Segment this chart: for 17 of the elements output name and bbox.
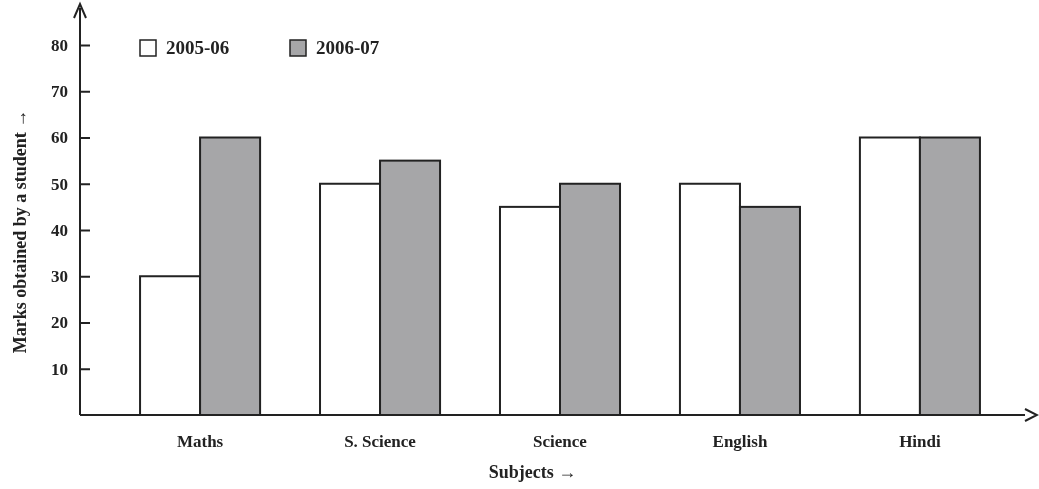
y-tick-label: 70	[51, 82, 68, 102]
y-tick-label: 20	[51, 313, 68, 333]
x-axis-title: Subjects →	[488, 462, 577, 482]
x-tick-label: Science	[533, 432, 588, 452]
legend-label: 2006-07	[316, 37, 380, 58]
y-axis-title: Marks obtained by a student →	[10, 109, 30, 354]
y-tick-label: 30	[51, 267, 68, 287]
y-tick-label: 10	[51, 359, 68, 379]
y-tick-label: 60	[51, 128, 68, 148]
y-tick-label: 50	[51, 174, 68, 194]
x-tick-label: Hindi	[899, 432, 941, 452]
x-tick-label: Maths	[176, 432, 224, 452]
x-tick-label: S. Science	[344, 432, 417, 452]
y-tick-label: 80	[51, 35, 68, 55]
legend-label: 2005-06	[166, 37, 230, 58]
y-tick-label: 40	[51, 220, 68, 240]
x-tick-label: English	[712, 432, 768, 452]
